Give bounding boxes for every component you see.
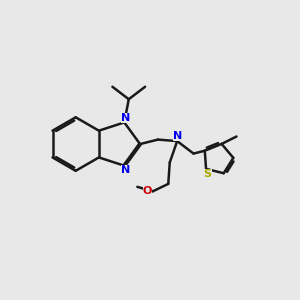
Text: O: O xyxy=(143,186,152,196)
Text: S: S xyxy=(203,169,211,179)
Text: N: N xyxy=(121,165,130,175)
Text: N: N xyxy=(172,131,182,141)
Text: N: N xyxy=(121,113,130,123)
